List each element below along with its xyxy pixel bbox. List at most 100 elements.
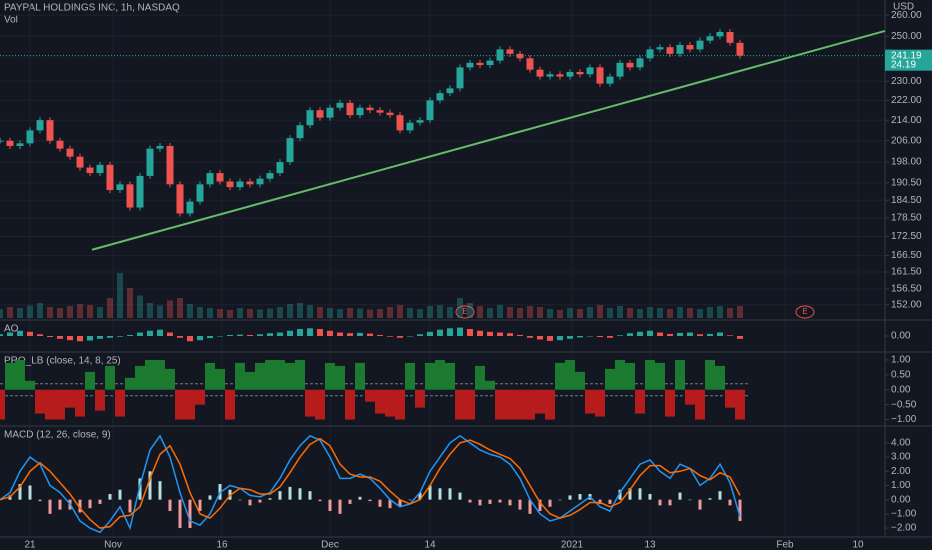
bar [655, 362, 665, 390]
y-tick-label: 3.00 [891, 452, 911, 463]
bar [705, 359, 715, 390]
volume-bar [87, 305, 93, 318]
histogram-bar [558, 499, 562, 501]
bar [537, 336, 543, 340]
bar [545, 389, 555, 420]
histogram-bar [508, 499, 512, 506]
bar [175, 389, 185, 420]
histogram-bar [38, 499, 42, 502]
x-tick-label: 2021 [561, 540, 584, 550]
histogram-bar [158, 481, 162, 500]
pane-title: PRO_LB (close, 14, 8, 25) [4, 356, 121, 367]
histogram-bar [118, 489, 122, 500]
candle [226, 181, 234, 188]
bar [215, 368, 225, 390]
volume-bar [417, 309, 423, 318]
y-tick-label: 214.00 [891, 115, 922, 126]
bar [475, 365, 485, 390]
bar [97, 336, 103, 339]
bar [87, 336, 93, 341]
volume-bar [587, 307, 593, 318]
volume-bar [627, 308, 633, 318]
volume-bar [307, 305, 313, 318]
volume-bar [547, 309, 553, 318]
volume-bar [187, 304, 193, 318]
bar [487, 331, 493, 336]
bar [285, 362, 295, 390]
candle [696, 40, 704, 50]
bar [5, 362, 15, 390]
candle [466, 62, 474, 68]
bar [195, 389, 205, 405]
bar [245, 371, 255, 390]
volume-bar [427, 306, 433, 318]
histogram-bar [738, 499, 742, 521]
y-tick-label: 178.50 [891, 213, 922, 224]
volume-bar [277, 307, 283, 318]
candle [486, 60, 494, 66]
histogram-bar [128, 499, 132, 513]
histogram-bar [278, 491, 282, 500]
bar [425, 362, 435, 390]
histogram-bar [468, 499, 472, 503]
histogram-bar [538, 499, 542, 512]
candle [556, 74, 564, 77]
y-tick-label: 152.00 [891, 299, 922, 310]
candle [86, 167, 94, 174]
histogram-bar [568, 495, 572, 500]
bar [367, 333, 373, 336]
bar [17, 330, 23, 336]
bar [337, 332, 343, 336]
candle [346, 102, 354, 116]
candle [366, 107, 374, 111]
histogram-bar [198, 499, 202, 512]
volume-bar [407, 308, 413, 318]
last-price-label: 241.19 [891, 50, 922, 61]
bar [615, 359, 625, 390]
candle [606, 76, 614, 84]
y-tick-label: 184.50 [891, 195, 922, 206]
bar [365, 389, 375, 402]
bar [667, 333, 673, 336]
candle [76, 156, 84, 168]
bar [725, 389, 735, 408]
bar [407, 336, 413, 337]
bar [517, 334, 523, 336]
bar [627, 333, 633, 336]
candle [526, 58, 534, 70]
bar [635, 389, 645, 414]
bar [117, 336, 123, 337]
bar [325, 362, 335, 390]
bar [405, 362, 415, 390]
histogram-bar [408, 499, 412, 501]
histogram-bar [448, 488, 452, 500]
volume-bar [517, 308, 523, 318]
x-tick-label: Feb [776, 540, 794, 550]
candle [316, 110, 324, 118]
y-tick-label: 2.00 [891, 466, 911, 477]
volume-bar [337, 309, 343, 318]
candle [306, 110, 314, 126]
bar [585, 389, 595, 414]
bar [727, 335, 733, 336]
histogram-bar [418, 492, 422, 500]
volume-bar [7, 307, 13, 318]
candle [476, 62, 484, 66]
y-tick-label: 166.50 [891, 250, 922, 261]
bar [247, 334, 253, 336]
bar [105, 365, 115, 390]
histogram-bar [578, 493, 582, 500]
bar [207, 336, 213, 339]
histogram-bar [238, 499, 242, 501]
bar [677, 332, 683, 336]
volume-bar [357, 308, 363, 318]
bar [505, 389, 515, 420]
bar [45, 389, 55, 420]
bar [67, 336, 73, 341]
volume-bar [637, 309, 643, 318]
x-tick-label: 14 [424, 540, 436, 550]
candle [386, 112, 394, 116]
histogram-bar [528, 499, 532, 514]
volume-bar [617, 306, 623, 318]
